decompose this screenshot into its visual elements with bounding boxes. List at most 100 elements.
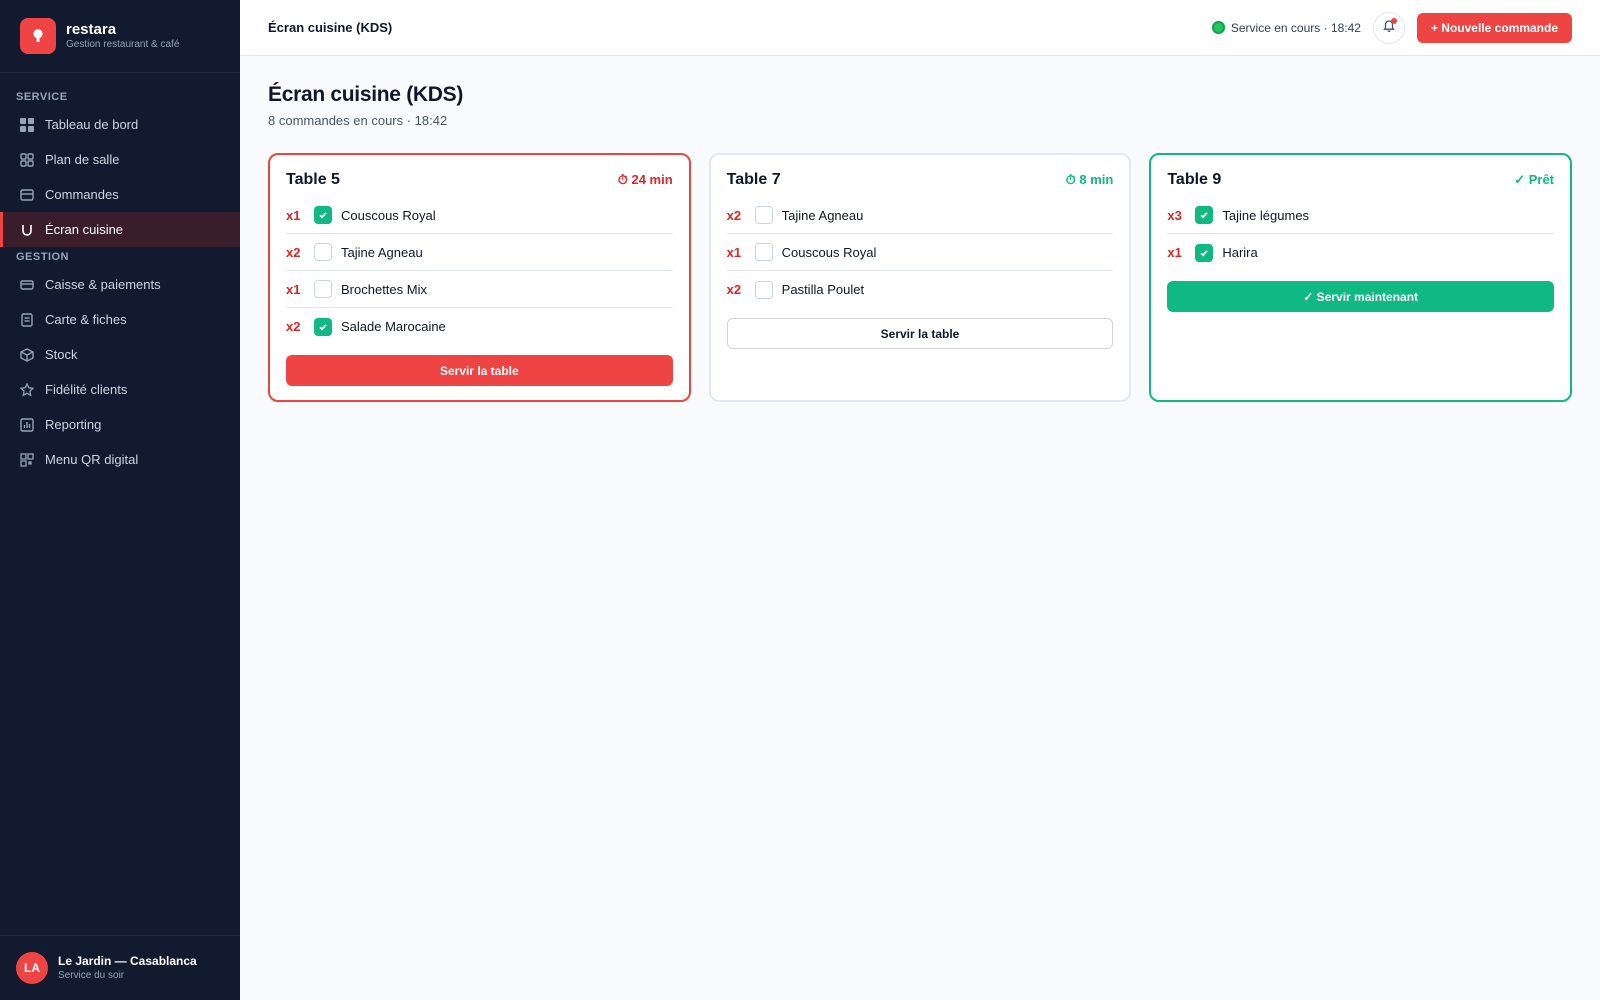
brand-name: restara xyxy=(66,21,117,38)
item-qty: x2 xyxy=(726,207,742,223)
nav-section-service: SERVICE xyxy=(16,91,68,103)
main-content: Écran cuisine (KDS) 8 commandes en cours… xyxy=(268,82,1573,402)
order-cards: Table 5 ⏱ 24 min x1 Couscous Royal x2 Ta… xyxy=(268,153,1573,402)
sidebar-item-reporting[interactable]: Reporting xyxy=(0,407,240,442)
inbox-icon xyxy=(20,188,34,202)
bell-icon xyxy=(1382,18,1396,37)
item-checkbox[interactable] xyxy=(314,317,332,336)
order-table-name: Table 5 xyxy=(286,171,340,188)
sidebar-item-commandes[interactable]: Commandes xyxy=(0,177,240,212)
sidebar-item-label: Fidélité clients xyxy=(45,382,128,397)
order-card-table-7: Table 7 ⏱ 8 min x2 Tajine Agneau x1 Cous… xyxy=(708,153,1132,402)
order-item: x2 Tajine Agneau xyxy=(286,234,673,271)
nav-section-gestion: GESTION xyxy=(16,251,70,263)
sidebar-item-label: Stock xyxy=(45,347,78,362)
notifications-button[interactable] xyxy=(1372,11,1405,44)
sidebar-item-tableau-de-bord[interactable]: Tableau de bord xyxy=(0,107,240,142)
sidebar-item-label: Carte & fiches xyxy=(45,312,127,327)
item-qty: x2 xyxy=(286,244,301,260)
sidebar-item-ecran-cuisine[interactable]: Écran cuisine xyxy=(0,212,240,247)
order-card-table-9: Table 9 ✓ Prêt x3 Tajine légumes x1 Hari… xyxy=(1149,153,1573,402)
order-card-table-5: Table 5 ⏱ 24 min x1 Couscous Royal x2 Ta… xyxy=(268,153,691,402)
order-item: x1 Harira xyxy=(1167,234,1554,271)
grid-icon xyxy=(20,117,34,132)
serve-table-button[interactable]: Servir la table xyxy=(286,355,673,386)
layout-icon xyxy=(20,152,34,167)
sidebar-item-stock[interactable]: Stock xyxy=(0,337,240,372)
restaurant-name: Le Jardin — Casablanca xyxy=(58,954,197,968)
order-table-name: Table 9 xyxy=(1167,171,1222,188)
check-icon xyxy=(1200,212,1209,219)
sidebar-item-menu-qr[interactable]: Menu QR digital xyxy=(0,442,240,477)
item-qty: x2 xyxy=(726,282,742,297)
qr-code-icon xyxy=(20,452,34,467)
sidebar-item-label: Reporting xyxy=(45,417,102,432)
order-item: x1 Couscous Royal xyxy=(726,234,1114,271)
item-checkbox[interactable] xyxy=(1195,206,1214,224)
sidebar-item-fidelite[interactable]: Fidélité clients xyxy=(0,372,240,407)
file-list-icon xyxy=(20,312,34,327)
topbar: Écran cuisine (KDS) Service en cours · 1… xyxy=(240,0,1600,56)
sidebar-item-label: Caisse & paiements xyxy=(45,277,161,292)
item-checkbox[interactable] xyxy=(754,280,773,299)
order-item: x2 Tajine Agneau xyxy=(726,197,1114,234)
item-name: Couscous Royal xyxy=(341,207,436,223)
item-qty: x1 xyxy=(726,244,742,260)
avatar: LA xyxy=(16,952,48,984)
item-checkbox[interactable] xyxy=(1195,243,1214,262)
sidebar-item-label: Écran cuisine xyxy=(45,222,124,237)
brand[interactable]: restara Gestion restaurant & café xyxy=(0,0,240,73)
item-checkbox[interactable] xyxy=(754,206,773,224)
service-status-text: Service en cours · 18:42 xyxy=(1230,20,1361,35)
service-label: Service du soir xyxy=(58,970,125,981)
account-switcher[interactable]: LA Le Jardin — Casablanca Service du soi… xyxy=(0,935,240,1000)
sidebar-item-caisse[interactable]: Caisse & paiements xyxy=(0,267,240,302)
sidebar-item-label: Commandes xyxy=(45,187,119,202)
item-name: Brochettes Mix xyxy=(341,281,427,297)
sidebar-item-label: Tableau de bord xyxy=(45,117,139,132)
new-order-button[interactable]: + Nouvelle commande xyxy=(1416,12,1572,43)
status-dot-icon xyxy=(1211,21,1225,34)
sidebar-item-carte[interactable]: Carte & fiches xyxy=(0,302,240,337)
cooking-pot-icon xyxy=(20,223,34,237)
item-name: Harira xyxy=(1222,245,1258,260)
check-icon xyxy=(319,323,327,331)
service-status: Service en cours · 18:42 xyxy=(1211,20,1361,35)
order-timer: ⏱ 8 min xyxy=(1065,172,1114,187)
order-item: x2 Salade Marocaine xyxy=(286,308,673,345)
item-checkbox[interactable] xyxy=(314,243,332,261)
bar-chart-icon xyxy=(20,417,34,432)
sidebar-item-plan-de-salle[interactable]: Plan de salle xyxy=(0,142,240,177)
star-icon xyxy=(20,382,34,397)
brand-tagline: Gestion restaurant & café xyxy=(66,39,180,50)
item-qty: x1 xyxy=(286,207,301,223)
item-qty: x3 xyxy=(1167,207,1182,223)
item-name: Pastilla Poulet xyxy=(781,282,865,297)
order-item: x1 Couscous Royal xyxy=(286,197,673,234)
brand-logo-icon xyxy=(20,18,56,54)
order-ready-status: ✓ Prêt xyxy=(1514,172,1555,187)
order-item: x1 Brochettes Mix xyxy=(286,271,673,308)
item-name: Salade Marocaine xyxy=(341,319,446,334)
page-subtitle: 8 commandes en cours · 18:42 xyxy=(268,113,448,128)
serve-now-button[interactable]: ✓ Servir maintenant xyxy=(1167,281,1555,312)
order-table-name: Table 7 xyxy=(726,171,781,188)
item-name: Couscous Royal xyxy=(781,244,877,260)
item-checkbox[interactable] xyxy=(314,280,332,298)
item-qty: x2 xyxy=(286,319,301,334)
check-icon xyxy=(1200,249,1209,257)
item-name: Tajine légumes xyxy=(1222,207,1310,223)
serve-table-button[interactable]: Servir la table xyxy=(726,318,1114,349)
sidebar-item-label: Menu QR digital xyxy=(45,452,139,467)
item-name: Tajine Agneau xyxy=(341,244,423,260)
sidebar: restara Gestion restaurant & café SERVIC… xyxy=(0,0,240,1000)
item-qty: x1 xyxy=(286,281,301,297)
order-item: x3 Tajine légumes xyxy=(1167,197,1555,234)
credit-card-icon xyxy=(20,278,34,292)
sidebar-item-label: Plan de salle xyxy=(45,152,120,167)
item-checkbox[interactable] xyxy=(754,243,773,261)
topbar-title: Écran cuisine (KDS) xyxy=(268,20,393,35)
order-item: x2 Pastilla Poulet xyxy=(727,271,1114,308)
notification-badge xyxy=(1390,17,1397,24)
item-checkbox[interactable] xyxy=(314,206,332,224)
